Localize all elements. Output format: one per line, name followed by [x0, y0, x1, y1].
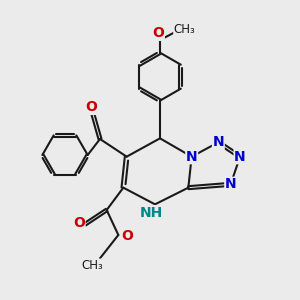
Text: O: O — [85, 100, 97, 114]
Text: N: N — [225, 177, 236, 191]
Text: O: O — [122, 229, 134, 243]
Text: N: N — [186, 150, 197, 164]
Text: N: N — [212, 135, 224, 149]
Text: O: O — [152, 26, 164, 40]
Text: CH₃: CH₃ — [82, 259, 104, 272]
Text: CH₃: CH₃ — [174, 23, 196, 36]
Text: O: O — [73, 216, 85, 230]
Text: N: N — [234, 150, 246, 164]
Text: NH: NH — [140, 206, 163, 220]
